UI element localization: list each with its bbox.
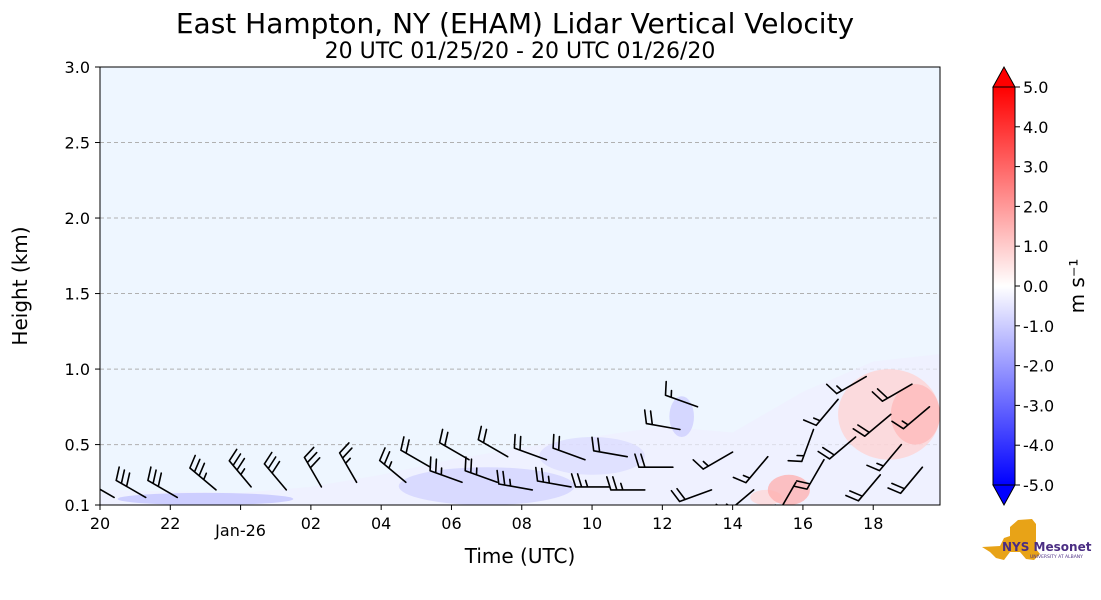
wind-barb: [147, 466, 179, 499]
logo-subtext: UNIVERSITY AT ALBANY: [1030, 554, 1083, 560]
colorbar-tick-label: 3.0: [1023, 158, 1048, 177]
colorbar-max-extend: [992, 65, 1016, 88]
wind-barb: [845, 474, 882, 502]
x-tick-label: 14: [722, 514, 742, 533]
wind-barb: [634, 453, 674, 468]
x-tick-label: 16: [793, 514, 813, 533]
nys-mesonet-logo: NYS Mesonet UNIVERSITY AT ALBANY: [982, 519, 1092, 560]
wind-barb: [591, 436, 628, 458]
wind-barb: [792, 458, 825, 490]
wind-barb: [303, 446, 323, 488]
x-axis-label: Time (UTC): [464, 544, 576, 568]
colorbar-tick-label: 0.0: [1023, 277, 1048, 296]
colorbar-tick-label: -3.0: [1023, 396, 1054, 415]
colorbar-tick-label: 4.0: [1023, 118, 1048, 137]
x-tick-label: 06: [441, 514, 461, 533]
wind-barb: [664, 380, 699, 408]
y-axis-label: Height (km): [8, 226, 32, 345]
wind-barb: [891, 406, 931, 430]
wind-barb: [338, 442, 358, 484]
chart-subtitle: 20 UTC 01/25/20 - 20 UTC 01/26/20: [325, 39, 716, 64]
colorbar-min-extend: [992, 484, 1016, 507]
chart-title: East Hampton, NY (EHAM) Lidar Vertical V…: [176, 7, 854, 40]
y-tick-label: 1.5: [65, 285, 90, 304]
x-tick-label: 22: [160, 514, 180, 533]
y-tick-label: 0.5: [65, 436, 90, 455]
wind-barb: [825, 375, 867, 395]
wind-barb: [464, 456, 498, 484]
wind-barb: [871, 383, 913, 402]
data-envelope: [100, 353, 940, 505]
wind-barb: [774, 481, 797, 505]
colorbar-tick-label: 1.0: [1023, 237, 1048, 256]
wind-barb: [852, 413, 892, 437]
velocity-region: [117, 492, 294, 505]
wind-barb: [570, 473, 611, 488]
wind-barb: [802, 398, 839, 427]
logo-text: NYS Mesonet: [1002, 540, 1092, 554]
x-tick-label: 18: [863, 514, 883, 533]
velocity-region: [767, 474, 810, 505]
y-tick-label: 0.1: [65, 496, 90, 515]
plot-frame: [99, 66, 941, 506]
wind-barb: [732, 455, 769, 484]
wind-barbs: [100, 375, 931, 505]
x-tick-label: Jan-26: [214, 521, 266, 540]
colorbar-tick-label: -5.0: [1023, 476, 1054, 495]
wind-barb: [787, 428, 815, 463]
x-tick-label: 10: [582, 514, 602, 533]
x-tick-label: 12: [652, 514, 672, 533]
y-axis-ticks: 0.1 0.5 1.0 1.5 2.0 2.5 3.0: [65, 58, 100, 515]
wind-barb: [692, 451, 734, 470]
y-tick-label: 3.0: [65, 58, 90, 77]
x-axis-ticks: 20 22 Jan-26 02 04 06 08 10 12 14 16 18: [90, 505, 883, 540]
new-york-state-icon: [982, 519, 1040, 560]
wind-barb: [552, 433, 586, 461]
colorbar-tick-label: -4.0: [1023, 436, 1054, 455]
wind-barb: [438, 428, 470, 461]
wind-barb: [887, 466, 924, 495]
y-tick-label: 2.5: [65, 134, 90, 153]
wind-barb: [670, 487, 713, 503]
velocity-region: [669, 396, 694, 438]
wind-barb: [535, 466, 572, 488]
x-tick-label: 02: [301, 514, 321, 533]
colorbar-tick-label: 5.0: [1023, 78, 1048, 97]
velocity-region: [398, 467, 575, 505]
wind-barb: [228, 448, 252, 488]
wind-barb: [189, 454, 217, 491]
wind-barb: [378, 447, 407, 484]
velocity-field: [100, 353, 940, 505]
y-tick-label: 2.0: [65, 209, 90, 228]
wind-barb: [477, 425, 509, 458]
colorbar-tick-label: 2.0: [1023, 197, 1048, 216]
wind-barb: [513, 433, 548, 461]
velocity-region: [539, 437, 645, 475]
x-tick-label: 20: [90, 514, 110, 533]
colorbar-tick-label: -2.0: [1023, 357, 1054, 376]
wind-barb: [115, 466, 147, 499]
wind-barb: [643, 409, 681, 431]
wind-barb: [606, 476, 646, 491]
wind-barb: [817, 436, 857, 460]
wind-barb: [400, 436, 432, 468]
wind-barb: [866, 443, 903, 472]
velocity-region: [890, 384, 940, 445]
x-tick-label: 08: [512, 514, 532, 533]
y-tick-label: 1.0: [65, 360, 90, 379]
colorbar: [992, 86, 1016, 486]
wind-barb: [429, 456, 463, 484]
x-tick-label: 04: [371, 514, 391, 533]
colorbar-tick-label: -1.0: [1023, 317, 1054, 336]
wind-barb: [263, 451, 288, 491]
wind-barb: [496, 469, 534, 491]
colorbar-ticks: 5.0 4.0 3.0 2.0 1.0 0.0 -1.0 -2.0 -3.0 -4.0 -5.0: [1015, 78, 1054, 495]
colorbar-label: m s⁻¹: [1065, 259, 1089, 314]
